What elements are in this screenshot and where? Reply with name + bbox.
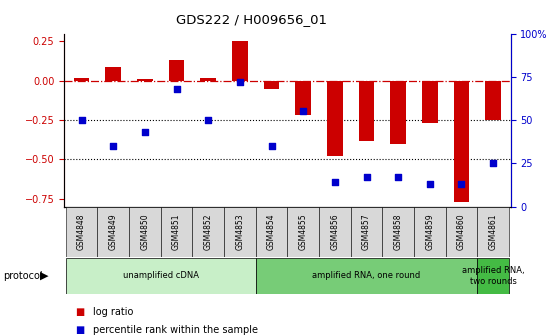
Bar xyxy=(287,207,319,257)
Bar xyxy=(193,207,224,257)
Bar xyxy=(105,67,121,81)
Bar xyxy=(66,207,98,257)
Text: ▶: ▶ xyxy=(40,271,49,281)
Text: GSM4852: GSM4852 xyxy=(204,214,213,250)
Bar xyxy=(224,207,256,257)
Text: GDS222 / H009656_01: GDS222 / H009656_01 xyxy=(176,13,326,27)
Bar xyxy=(477,207,509,257)
Text: GSM4857: GSM4857 xyxy=(362,214,371,251)
Text: GSM4848: GSM4848 xyxy=(77,214,86,250)
Text: GSM4849: GSM4849 xyxy=(109,214,118,251)
Point xyxy=(141,130,150,135)
Point xyxy=(457,181,466,187)
Bar xyxy=(200,78,216,81)
Text: GSM4859: GSM4859 xyxy=(425,214,434,251)
Bar xyxy=(232,41,248,81)
Bar xyxy=(66,258,256,294)
Text: protocol: protocol xyxy=(3,271,42,281)
Bar xyxy=(422,81,438,123)
Point xyxy=(425,181,434,187)
Bar xyxy=(169,60,185,81)
Point xyxy=(299,109,307,114)
Text: GSM4856: GSM4856 xyxy=(330,214,339,251)
Point xyxy=(394,174,403,180)
Bar xyxy=(295,81,311,115)
Text: GSM4854: GSM4854 xyxy=(267,214,276,251)
Text: GSM4861: GSM4861 xyxy=(489,214,498,250)
Text: percentile rank within the sample: percentile rank within the sample xyxy=(93,325,258,335)
Text: GSM4851: GSM4851 xyxy=(172,214,181,250)
Bar xyxy=(359,81,374,140)
Text: GSM4850: GSM4850 xyxy=(141,214,150,251)
Text: log ratio: log ratio xyxy=(93,307,133,317)
Bar xyxy=(454,81,469,202)
Text: amplified RNA, one round: amplified RNA, one round xyxy=(312,271,421,280)
Bar xyxy=(256,258,477,294)
Bar xyxy=(319,207,350,257)
Point xyxy=(172,86,181,92)
Bar xyxy=(485,81,501,120)
Bar xyxy=(98,207,129,257)
Bar xyxy=(350,207,382,257)
Text: GSM4858: GSM4858 xyxy=(394,214,403,250)
Bar xyxy=(263,81,280,89)
Text: GSM4855: GSM4855 xyxy=(299,214,307,251)
Bar xyxy=(161,207,193,257)
Bar xyxy=(477,258,509,294)
Text: GSM4853: GSM4853 xyxy=(235,214,244,251)
Bar xyxy=(414,207,446,257)
Bar xyxy=(390,81,406,144)
Point xyxy=(267,143,276,149)
Text: ■: ■ xyxy=(75,325,85,335)
Point xyxy=(77,117,86,123)
Point xyxy=(362,174,371,180)
Text: amplified RNA,
two rounds: amplified RNA, two rounds xyxy=(462,266,525,286)
Bar xyxy=(256,207,287,257)
Bar xyxy=(327,81,343,156)
Point xyxy=(489,161,498,166)
Point xyxy=(330,180,339,185)
Bar xyxy=(137,79,153,81)
Bar xyxy=(74,78,89,81)
Bar xyxy=(446,207,477,257)
Point xyxy=(235,79,244,85)
Text: GSM4860: GSM4860 xyxy=(457,214,466,251)
Bar xyxy=(129,207,161,257)
Text: ■: ■ xyxy=(75,307,85,317)
Text: unamplified cDNA: unamplified cDNA xyxy=(123,271,199,280)
Point xyxy=(109,143,118,149)
Point xyxy=(204,117,213,123)
Bar xyxy=(382,207,414,257)
